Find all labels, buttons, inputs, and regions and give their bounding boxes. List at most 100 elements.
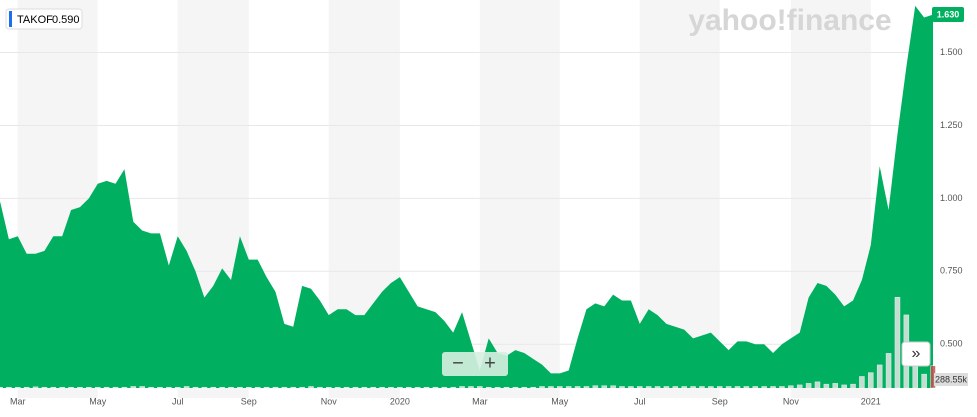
volume-bar [565, 386, 572, 389]
zoom-out[interactable]: − [452, 352, 464, 374]
ticker: TAKOF [17, 14, 53, 26]
volume-bar [823, 383, 830, 389]
volume-bar [388, 386, 394, 389]
volume-bar [814, 381, 821, 389]
scroll-button[interactable] [901, 341, 931, 367]
volume-bar [192, 386, 199, 389]
volume-bar [130, 386, 137, 389]
volume-bar [237, 386, 243, 389]
volume-bar [94, 386, 101, 389]
volume-bar [32, 386, 39, 389]
y-tick-label: 1.500 [940, 47, 963, 57]
y-tick-label: 1.250 [940, 120, 963, 130]
volume-bar [548, 386, 554, 389]
volume-bar [272, 386, 279, 389]
volume-bar [672, 386, 679, 389]
volume-bar [619, 386, 625, 389]
volume-bar [263, 386, 270, 389]
volume-bar [592, 385, 599, 389]
volume-bar [921, 373, 927, 389]
volume-bar [326, 386, 332, 389]
x-tick-label: 2020 [390, 396, 410, 406]
volume-bar [228, 386, 234, 389]
volume-bar [423, 386, 430, 389]
scroll-icon: » [912, 345, 921, 362]
volume-bar [201, 386, 208, 389]
volume-bar [254, 386, 261, 389]
volume-tag [934, 373, 968, 386]
x-tick-label: Mar [10, 396, 26, 406]
x-tick-label: Mar [472, 396, 488, 406]
volume-bar [370, 386, 376, 389]
volume-bar [743, 386, 750, 389]
y-tick-label: 0.500 [940, 339, 963, 349]
volume-bar [485, 386, 492, 389]
month-band [479, 0, 560, 398]
volume-bar [805, 383, 812, 389]
x-tick-label: Nov [321, 396, 338, 406]
volume-bar [23, 386, 30, 389]
volume-bar [361, 386, 368, 389]
zoom-controls [442, 352, 508, 376]
volume-bar [459, 386, 465, 389]
volume-bar [557, 386, 563, 389]
price-area [0, 5, 933, 388]
volume-bar [583, 386, 590, 389]
volume-bar [6, 386, 12, 389]
volume-bar [441, 386, 448, 389]
volume-bar [894, 296, 901, 389]
volume-bar [681, 386, 687, 389]
volume-bar [397, 386, 403, 389]
price-tag [932, 7, 964, 22]
volume-bar [761, 386, 767, 389]
x-tick-label: 2021 [861, 396, 881, 406]
volume-bar [121, 386, 128, 389]
volume-bar [716, 386, 723, 389]
volume-bar [414, 386, 421, 389]
volume-bar [521, 386, 528, 389]
ticker-swatch [9, 11, 12, 27]
volume-bar [539, 386, 545, 389]
volume-bar [139, 386, 145, 389]
volume-bar [379, 386, 385, 389]
volume-bar [512, 386, 519, 389]
volume-bar [343, 386, 350, 389]
quote: 0.590 [52, 14, 80, 26]
zoom-in[interactable]: + [484, 352, 496, 374]
volume-bar [308, 386, 314, 389]
volume-bar [59, 386, 65, 389]
volume-bar [405, 386, 412, 389]
volume-bar [219, 386, 225, 389]
x-tick-label: May [551, 396, 569, 406]
volume-bar [103, 386, 110, 389]
x-tick-label: Sep [241, 396, 257, 406]
volume-bar [41, 386, 48, 389]
volume-bar [876, 364, 883, 389]
volume-bar [734, 386, 741, 389]
volume-bar [494, 386, 501, 389]
volume-bar [174, 386, 181, 389]
volume-bar [601, 385, 607, 389]
volume-bar [317, 386, 323, 389]
volume-bar [0, 386, 3, 389]
volume-bar [246, 386, 252, 389]
volume-bar [770, 386, 776, 389]
volume-bar [299, 386, 305, 389]
volume-bar [432, 386, 439, 389]
volume-bar [112, 386, 119, 389]
volume-bar [210, 386, 217, 389]
volume-bar [645, 386, 652, 389]
volume-bar [290, 386, 296, 389]
volume-bar [610, 385, 616, 389]
price-tag-text: 1.630 [937, 9, 960, 19]
volume-bar [166, 386, 172, 389]
volume-bar [708, 386, 714, 389]
volume-bar [574, 386, 581, 389]
volume-bar [663, 386, 670, 389]
volume-bar [15, 386, 21, 389]
volume-bar [859, 376, 865, 389]
ticker-box[interactable] [5, 8, 83, 30]
marks [0, 5, 936, 389]
